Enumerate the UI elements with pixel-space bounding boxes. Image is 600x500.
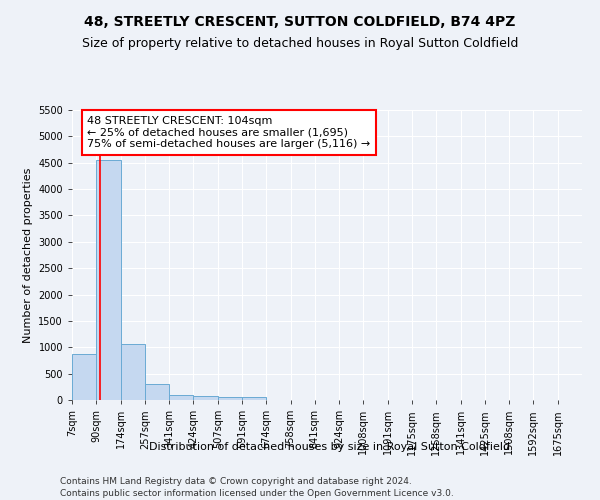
Y-axis label: Number of detached properties: Number of detached properties	[23, 168, 32, 342]
Text: 48, STREETLY CRESCENT, SUTTON COLDFIELD, B74 4PZ: 48, STREETLY CRESCENT, SUTTON COLDFIELD,…	[85, 15, 515, 29]
Text: Size of property relative to detached houses in Royal Sutton Coldfield: Size of property relative to detached ho…	[82, 38, 518, 51]
Bar	[218, 397, 242, 400]
Bar	[72, 354, 96, 400]
Bar	[193, 396, 218, 400]
Bar	[145, 384, 169, 400]
Text: Distribution of detached houses by size in Royal Sutton Coldfield: Distribution of detached houses by size …	[149, 442, 511, 452]
Bar	[121, 344, 145, 400]
Bar	[96, 160, 121, 400]
Text: 48 STREETLY CRESCENT: 104sqm
← 25% of detached houses are smaller (1,695)
75% of: 48 STREETLY CRESCENT: 104sqm ← 25% of de…	[88, 116, 371, 149]
Text: Contains public sector information licensed under the Open Government Licence v3: Contains public sector information licen…	[60, 489, 454, 498]
Bar	[169, 394, 193, 400]
Bar	[242, 397, 266, 400]
Text: Contains HM Land Registry data © Crown copyright and database right 2024.: Contains HM Land Registry data © Crown c…	[60, 478, 412, 486]
